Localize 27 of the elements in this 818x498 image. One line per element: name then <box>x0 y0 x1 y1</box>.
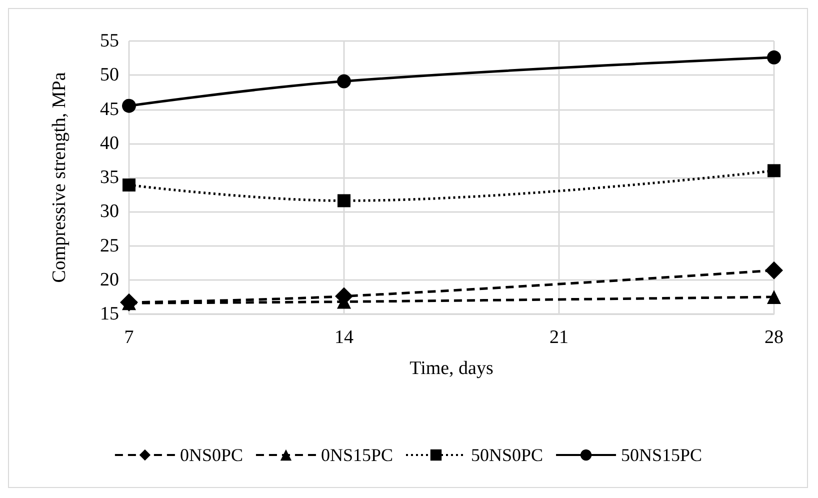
y-tick-label: 25 <box>100 235 119 256</box>
y-tick-label: 50 <box>100 64 119 86</box>
point <box>337 74 351 88</box>
point <box>767 290 781 304</box>
y-tick-label: 55 <box>100 30 119 52</box>
point <box>338 194 350 208</box>
x-tick-label: 7 <box>124 327 134 348</box>
x-tick-label: 14 <box>334 327 354 348</box>
y-tick-label: 40 <box>100 132 119 154</box>
point <box>768 164 780 178</box>
y-tick-label: 20 <box>100 269 119 290</box>
y-tick-label: 30 <box>100 201 119 222</box>
x-axis-title: Time, days <box>410 358 494 379</box>
x-tick-label: 21 <box>550 327 568 348</box>
legend-label: 50NS0PC <box>471 445 544 465</box>
point <box>767 50 781 64</box>
point <box>122 98 136 113</box>
legend-label: 50NS15PC <box>621 445 702 465</box>
y-tick-label: 15 <box>100 304 119 324</box>
y-axis-title: Compressive strength, MPa <box>49 72 70 283</box>
point <box>122 178 136 192</box>
y-tick-label: 35 <box>100 167 119 188</box>
y-tick-label: 45 <box>100 98 119 120</box>
x-tick-label: 28 <box>764 327 784 348</box>
legend-label: 0NS15PC <box>320 445 394 465</box>
legend-label: 0NS0PC <box>180 445 243 465</box>
point <box>765 261 783 280</box>
